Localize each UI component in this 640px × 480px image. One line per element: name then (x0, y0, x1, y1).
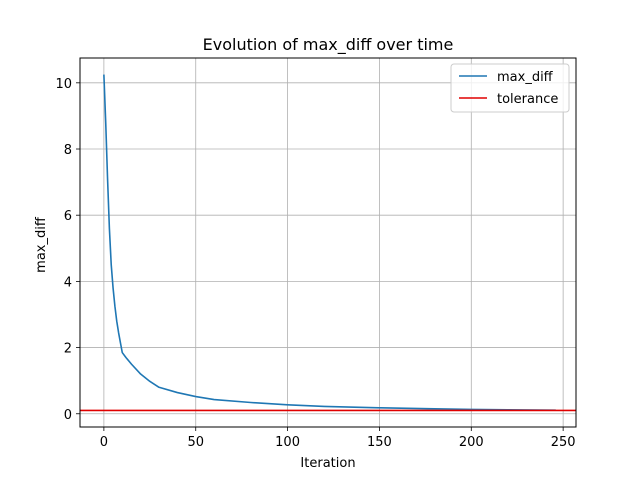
x-tick-label: 100 (275, 435, 300, 450)
chart-title: Evolution of max_diff over time (203, 35, 454, 55)
x-tick-label: 250 (551, 435, 576, 450)
legend-label: max_diff (497, 70, 554, 85)
plot-series (80, 74, 576, 412)
x-tick-label: 200 (459, 435, 484, 450)
y-tick-label: 10 (55, 77, 72, 92)
y-tick-label: 2 (64, 342, 72, 357)
x-tick-label: 150 (367, 435, 392, 450)
x-axis: 0 50 100 150 200 250 (100, 427, 576, 450)
y-axis-label: max_diff (34, 216, 49, 273)
y-tick-label: 0 (64, 408, 72, 423)
y-tick-label: 6 (64, 209, 72, 224)
x-tick-label: 0 (100, 435, 108, 450)
x-axis-label: Iteration (300, 456, 355, 471)
plot-area-frame (79, 57, 577, 428)
max-diff-line (103, 74, 556, 411)
y-tick-label: 4 (64, 275, 72, 290)
legend-label: tolerance (497, 92, 558, 107)
legend: max_diff tolerance (450, 63, 570, 113)
y-tick-label: 8 (64, 143, 72, 158)
x-tick-label: 50 (187, 435, 204, 450)
y-axis: 0 2 4 6 8 10 (55, 77, 80, 423)
grid (80, 58, 576, 427)
